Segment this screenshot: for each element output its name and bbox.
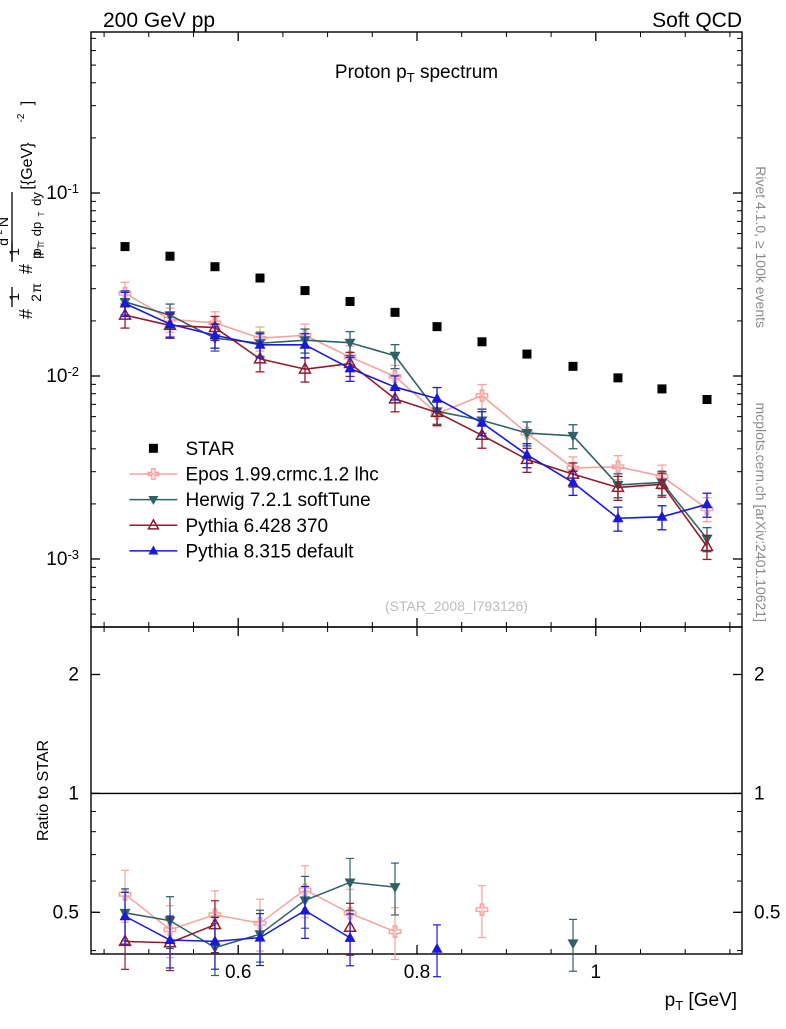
svg-text:0.6: 0.6 (225, 962, 251, 983)
svg-text:T: T (37, 211, 46, 216)
svg-text:Pythia 8.315 default: Pythia 8.315 default (186, 541, 355, 562)
svg-text:[{GeV}: [{GeV} (19, 142, 36, 190)
svg-text:0.5: 0.5 (754, 902, 780, 923)
svg-text:1: 1 (6, 248, 22, 256)
svg-text:#: # (16, 309, 36, 319)
svg-text:1: 1 (754, 783, 765, 804)
svg-text:T: T (37, 240, 46, 245)
svg-text:Rivet 4.1.0, ≥ 100k events: Rivet 4.1.0, ≥ 100k events (753, 166, 769, 328)
svg-text:0.8: 0.8 (404, 962, 430, 983)
svg-text:2: 2 (0, 229, 4, 234)
svg-text:0.5: 0.5 (53, 902, 79, 923)
svg-text:1: 1 (68, 783, 79, 804)
svg-text:2: 2 (754, 664, 765, 685)
svg-text:(STAR_2008_I793126): (STAR_2008_I793126) (385, 598, 528, 614)
svg-text:Pythia 6.428 370: Pythia 6.428 370 (186, 516, 329, 537)
svg-text:200 GeV pp: 200 GeV pp (103, 9, 215, 32)
svg-text:mcplots.cern.ch [arXiv:2401.10: mcplots.cern.ch [arXiv:2401.10621] (753, 403, 769, 622)
svg-text:N: N (0, 217, 11, 227)
svg-text:π: π (28, 283, 44, 293)
svg-text:1: 1 (6, 293, 22, 301)
svg-text:1: 1 (591, 962, 602, 983)
svg-text:-2: -2 (16, 113, 27, 122)
svg-text:d: d (0, 238, 11, 246)
svg-text:Herwig 7.2.1 softTune: Herwig 7.2.1 softTune (186, 490, 371, 511)
svg-text:Epos 1.99.crmc.1.2 lhc: Epos 1.99.crmc.1.2 lhc (186, 464, 379, 485)
svg-text:Proton pT spectrum: Proton pT spectrum (335, 62, 498, 85)
svg-text:2: 2 (68, 664, 79, 685)
svg-text:STAR: STAR (186, 439, 235, 460)
svg-text:dp: dp (29, 222, 44, 236)
svg-text:2: 2 (28, 294, 44, 302)
svg-text:dy: dy (29, 192, 44, 206)
svg-text:Soft QCD: Soft QCD (652, 9, 742, 32)
svg-text:Ratio to STAR: Ratio to STAR (35, 740, 52, 841)
svg-text:p: p (29, 248, 44, 255)
svg-text:#: # (16, 264, 36, 274)
svg-text:]: ] (19, 101, 36, 105)
